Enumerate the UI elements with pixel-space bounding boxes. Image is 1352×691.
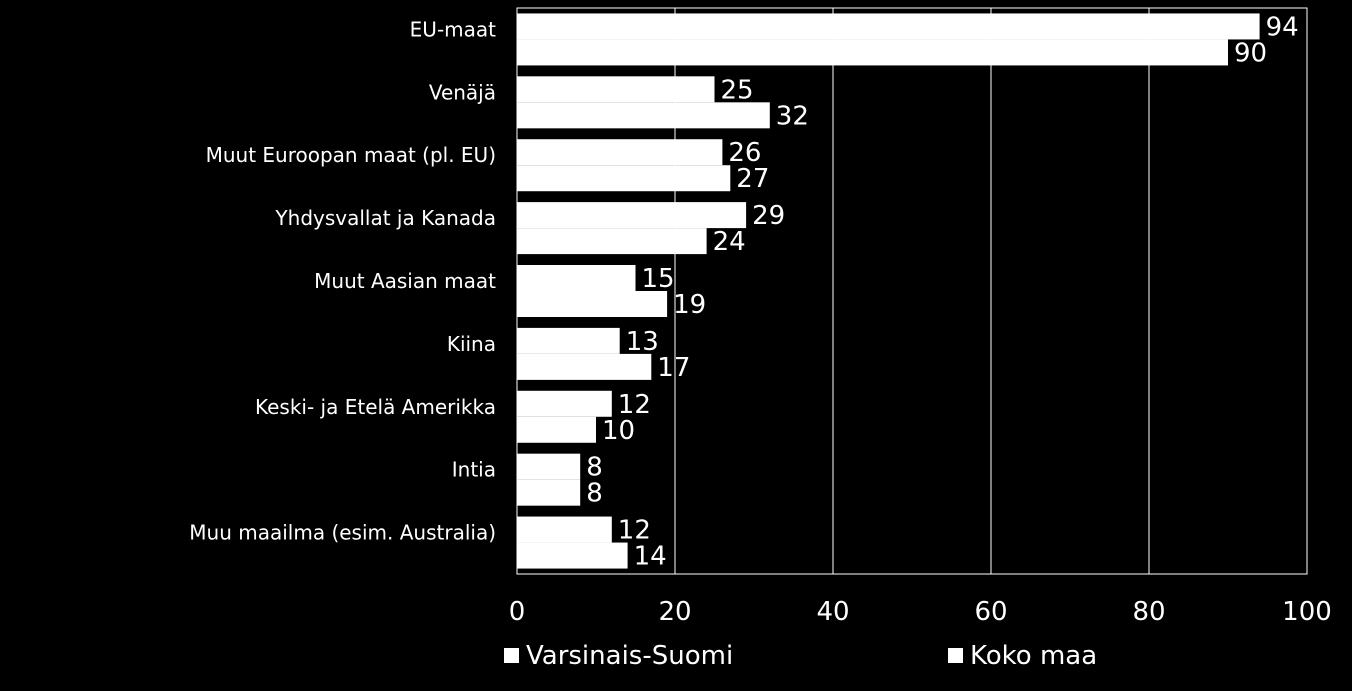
value-label: 26	[728, 138, 761, 168]
value-label: 10	[602, 416, 635, 446]
bar-koko-maa	[517, 102, 770, 129]
bar-koko-maa	[517, 291, 668, 317]
x-tick-label: 100	[1282, 597, 1332, 627]
bar-varsinais-suomi	[517, 139, 723, 166]
bar-koko-maa	[517, 416, 596, 443]
bars	[517, 13, 1260, 569]
category-label: Muut Aasian maat	[314, 269, 496, 293]
bar-varsinais-suomi	[517, 76, 715, 103]
category-label: Kiina	[447, 332, 496, 356]
category-label: Yhdysvallat ja Kanada	[274, 206, 496, 230]
value-label: 25	[721, 75, 754, 105]
legend-label: Koko maa	[970, 641, 1097, 671]
bar-varsinais-suomi	[517, 265, 636, 291]
bar-koko-maa	[517, 165, 731, 192]
bar-varsinais-suomi	[517, 390, 612, 417]
legend: Varsinais-Suomi Koko maa	[504, 641, 1097, 671]
bar-koko-maa	[517, 542, 628, 569]
x-axis-ticks: 0 20 40 60 80 100	[509, 597, 1332, 627]
legend-swatch	[948, 648, 963, 663]
value-label: 13	[626, 327, 659, 357]
x-tick-label: 80	[1132, 597, 1165, 627]
value-label: 27	[736, 164, 769, 194]
category-label: Keski- ja Etelä Amerikka	[255, 395, 496, 419]
x-tick-label: 40	[816, 597, 849, 627]
bar-varsinais-suomi	[517, 202, 747, 229]
bar-varsinais-suomi	[517, 13, 1260, 40]
value-label: 8	[586, 453, 603, 483]
x-tick-label: 20	[658, 597, 691, 627]
value-label: 12	[618, 516, 651, 546]
category-label: EU-maat	[410, 17, 496, 41]
bar-koko-maa	[517, 479, 581, 506]
value-label: 17	[657, 353, 690, 383]
x-tick-label: 60	[974, 597, 1007, 627]
x-tick-label: 0	[509, 597, 526, 627]
legend-label: Varsinais-Suomi	[526, 641, 733, 671]
value-label: 19	[673, 290, 706, 320]
category-label: Muut Euroopan maat (pl. EU)	[206, 143, 496, 167]
value-label: 15	[642, 264, 675, 294]
bar-koko-maa	[517, 228, 707, 255]
bar-koko-maa	[517, 39, 1228, 66]
legend-swatch	[504, 648, 519, 663]
value-label: 12	[618, 390, 651, 420]
category-label: Muu maailma (esim. Australia)	[189, 521, 496, 545]
value-label: 90	[1234, 38, 1267, 68]
bar-varsinais-suomi	[517, 453, 581, 480]
value-label: 94	[1266, 12, 1299, 42]
value-label: 8	[586, 479, 603, 509]
category-label: Venäjä	[429, 80, 496, 104]
bar-varsinais-suomi	[517, 327, 620, 354]
value-label: 14	[634, 542, 667, 572]
category-label: Intia	[452, 458, 496, 482]
bar-koko-maa	[517, 353, 652, 380]
category-labels: EU-maat Venäjä Muut Euroopan maat (pl. EU)…	[189, 17, 496, 544]
bar-varsinais-suomi	[517, 516, 612, 543]
value-label: 32	[776, 101, 809, 131]
value-label: 24	[713, 227, 746, 257]
value-label: 29	[752, 201, 785, 231]
